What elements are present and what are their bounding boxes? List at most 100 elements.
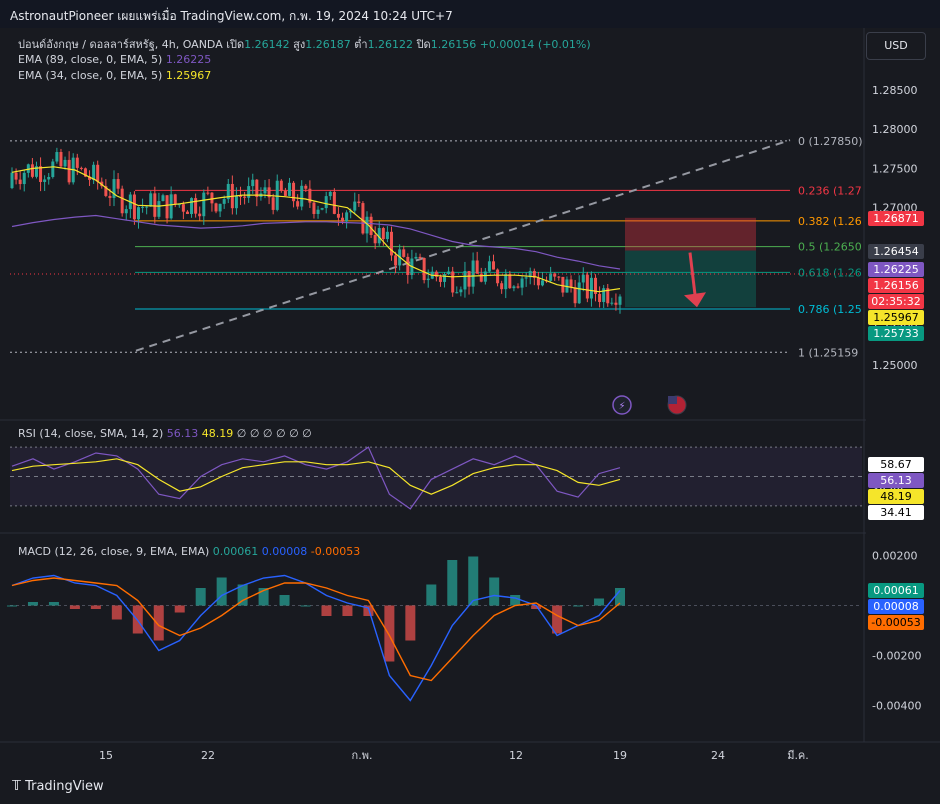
candle-body <box>373 235 377 244</box>
time-tick-label: 24 <box>711 749 725 762</box>
candle-body <box>267 187 271 198</box>
candle-body <box>606 288 610 304</box>
macd-hist-bar <box>153 605 164 641</box>
candle-body <box>165 195 169 219</box>
candle-body <box>308 188 312 203</box>
macd-hist-bar <box>7 605 17 607</box>
candle-body <box>161 195 165 202</box>
candle-body <box>287 182 291 196</box>
candle-body <box>581 274 585 283</box>
candle-body <box>194 198 198 214</box>
candle-body <box>585 274 589 299</box>
macd-hist-bar <box>90 605 101 609</box>
candle-body <box>312 202 316 214</box>
candle-body <box>39 166 43 182</box>
trendline <box>135 139 791 352</box>
lightning-glyph: ⚡ <box>618 401 625 412</box>
macd-hist-bar <box>531 605 542 609</box>
chart-canvas[interactable]: 1.285001.280001.275001.270001.255001.250… <box>0 0 940 772</box>
currency-button[interactable]: USD <box>866 32 926 60</box>
low-value: 1.26122 <box>367 38 414 51</box>
macd-hist-bar <box>69 605 80 609</box>
candle-body <box>26 164 30 173</box>
price-tick-label: 1.28500 <box>872 84 918 97</box>
macd-legend[interactable]: MACD (12, 26, close, 9, EMA, EMA) 0.0006… <box>18 545 360 558</box>
macd-hist-value: 0.00061 <box>212 545 259 558</box>
candle-body <box>157 201 161 217</box>
candle-body <box>540 280 544 286</box>
candle-body <box>438 276 442 282</box>
candle-body <box>275 180 279 210</box>
ema89-legend[interactable]: EMA (89, close, 0, EMA, 5) 1.26225 <box>18 53 211 66</box>
candle-body <box>47 176 51 180</box>
candle-body <box>598 293 602 303</box>
candle-body <box>496 269 500 284</box>
macd-signal-value: -0.00053 <box>310 545 361 558</box>
macd-tick-label: -0.00400 <box>872 700 921 713</box>
price-badge: 1.26454 <box>868 243 924 259</box>
candle-body <box>381 228 385 240</box>
rsi-extra: ∅ ∅ ∅ ∅ ∅ ∅ <box>236 427 312 440</box>
candle-body <box>369 216 373 236</box>
candle-body <box>181 204 185 212</box>
candle-body <box>79 167 83 169</box>
candle-body <box>206 192 210 194</box>
candle-body <box>324 196 328 209</box>
candle-body <box>520 278 524 288</box>
tradingview-logo[interactable]: 𝕋 TradingView <box>12 779 104 794</box>
candle-body <box>120 188 124 214</box>
macd-hist-bar <box>615 588 625 606</box>
us-flag-canton <box>668 396 677 404</box>
candle-body <box>471 260 475 287</box>
candle-body <box>594 277 598 294</box>
candle-body <box>83 168 87 177</box>
candle-body <box>402 249 406 257</box>
candle-body <box>553 273 557 277</box>
candle-body <box>271 197 275 210</box>
candle-body <box>145 206 149 208</box>
rsi-legend[interactable]: RSI (14, close, SMA, 14, 2) 56.13 48.19 … <box>18 427 312 440</box>
candle-body <box>218 203 222 212</box>
candle-body <box>422 257 426 281</box>
candle-body <box>389 231 393 256</box>
price-tick-label: 1.27500 <box>872 162 918 175</box>
symbol-name[interactable]: ปอนด์อังกฤษ / ดอลลาร์สหรัฐ, 4h, OANDA <box>18 38 223 51</box>
window-title: AstronautPioneer เผยแพร่เมื่อ TradingVie… <box>10 9 453 23</box>
rsi-badge: 34.41 <box>868 504 924 520</box>
candle-body <box>198 213 202 217</box>
close-value: 1.26156 <box>430 38 477 51</box>
macd-hist-bar <box>300 605 311 607</box>
macd-hist-bar <box>279 595 290 606</box>
candle-body <box>292 182 296 202</box>
price-badge: 1.26225 <box>868 261 924 277</box>
candle-body <box>361 203 365 234</box>
candle-body <box>124 209 128 214</box>
macd-tick-label: 0.00200 <box>872 550 918 563</box>
candle-body <box>30 164 34 177</box>
candle-body <box>59 152 63 167</box>
candle-body <box>569 279 573 288</box>
fib-label-0.618: 0.618 (1.26 <box>798 266 862 279</box>
rsi-line <box>11 446 621 510</box>
candle-body <box>504 274 508 290</box>
macd-hist-bar <box>258 588 269 606</box>
candle-body <box>434 271 438 277</box>
top-bar: AstronautPioneer เผยแพร่เมื่อ TradingVie… <box>0 0 940 28</box>
candle-body <box>443 274 447 282</box>
candle-body <box>247 186 251 198</box>
macd-hist-bar <box>405 605 416 641</box>
rsi-sma-value: 48.19 <box>201 427 234 440</box>
ema34-legend[interactable]: EMA (34, close, 0, EMA, 5) 1.25967 <box>18 69 211 82</box>
time-tick-label: 22 <box>201 749 215 762</box>
rsi-badge: 58.67 <box>868 456 924 472</box>
candle-body <box>296 201 300 207</box>
candle-body <box>349 210 353 213</box>
time-tick-label: ก.พ. <box>352 749 373 762</box>
candle-body <box>251 179 255 187</box>
macd-tick-label: -0.00200 <box>872 650 921 663</box>
candle-body <box>67 159 71 183</box>
candle-body <box>153 193 157 217</box>
macd-hist-bar <box>174 605 185 613</box>
price-badge: 1.26871 <box>868 210 924 226</box>
candle-body <box>226 183 230 200</box>
